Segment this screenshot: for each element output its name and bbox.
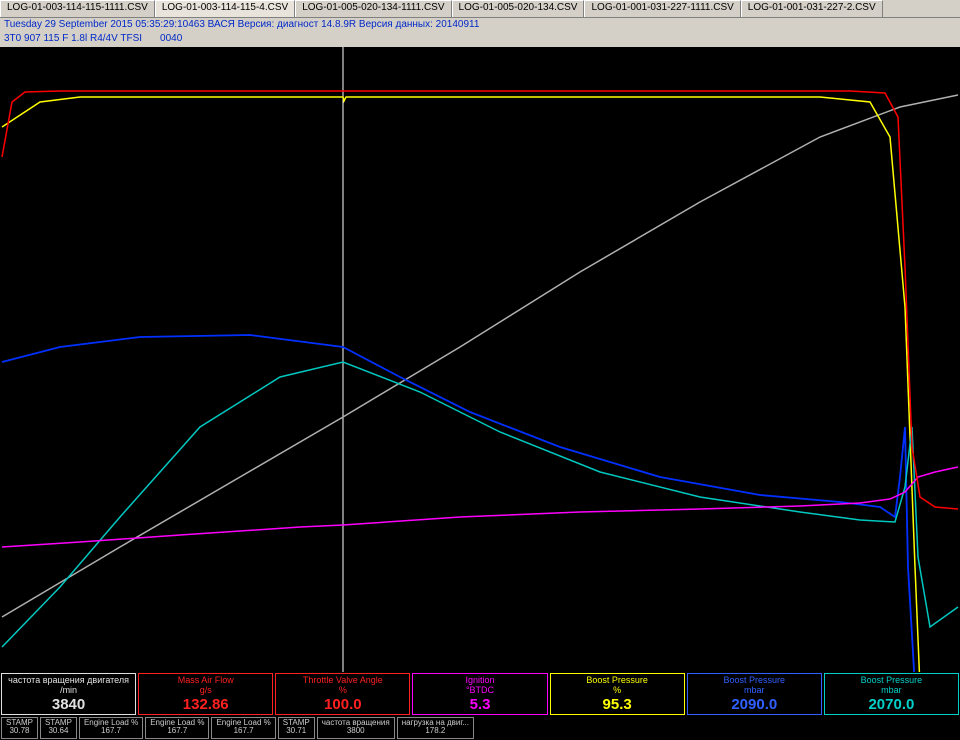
stamp-3: Engine Load %167.7 <box>145 717 209 739</box>
stamp-value: 30.64 <box>45 727 72 735</box>
readout-unit: mbar <box>688 686 821 696</box>
readout-unit: g/s <box>139 686 272 696</box>
readout-value: 132.86 <box>139 697 272 714</box>
stamp-5: STAMP30.71 <box>278 717 315 739</box>
stamp-value: 167.7 <box>150 727 204 735</box>
tab-5[interactable]: LOG-01-001-031-227-2.CSV <box>741 0 883 17</box>
info-line-2: 3T0 907 115 F 1.8l R4/4V TFSI 0040 <box>0 33 960 47</box>
readout-value: 100.0 <box>276 697 409 714</box>
readout-6: Boost Pressurembar2070.0 <box>824 673 959 715</box>
stamp-7: нагрузка на двиг...178.2 <box>397 717 474 739</box>
tab-bar: LOG-01-003-114-115-1111.CSVLOG-01-003-11… <box>0 0 960 18</box>
readout-bar: частота вращения двигателя/min3840Mass A… <box>0 672 960 716</box>
readout-1: Mass Air Flowg/s132.86 <box>138 673 273 715</box>
info-text-2a: 3T0 907 115 F 1.8l R4/4V TFSI <box>4 33 142 47</box>
stamp-2: Engine Load %167.7 <box>79 717 143 739</box>
stamp-value: 178.2 <box>402 727 469 735</box>
tab-0[interactable]: LOG-01-003-114-115-1111.CSV <box>0 0 155 17</box>
tab-2[interactable]: LOG-01-005-020-134-1111.CSV <box>295 0 451 17</box>
info-text-1: Tuesday 29 September 2015 05:35:29:10463… <box>4 19 479 32</box>
stamp-bar: STAMP30.78STAMP30.64Engine Load %167.7En… <box>0 716 960 740</box>
info-line-1: Tuesday 29 September 2015 05:35:29:10463… <box>0 18 960 33</box>
readout-value: 2070.0 <box>825 697 958 714</box>
readout-value: 3840 <box>2 697 135 714</box>
readout-0: частота вращения двигателя/min3840 <box>1 673 136 715</box>
readout-5: Boost Pressurembar2090.0 <box>687 673 822 715</box>
chart-area[interactable] <box>0 47 960 672</box>
stamp-4: Engine Load %167.7 <box>211 717 275 739</box>
tab-1[interactable]: LOG-01-003-114-115-4.CSV <box>155 0 295 17</box>
stamp-value: 30.78 <box>6 727 33 735</box>
readout-3: Ignition°BTDC5.3 <box>412 673 547 715</box>
info-text-2b: 0040 <box>160 33 182 47</box>
stamp-value: 167.7 <box>84 727 138 735</box>
readout-value: 2090.0 <box>688 697 821 714</box>
readout-value: 95.3 <box>551 697 684 714</box>
stamp-0: STAMP30.78 <box>1 717 38 739</box>
readout-unit: °BTDC <box>413 686 546 696</box>
tab-3[interactable]: LOG-01-005-020-134.CSV <box>452 0 585 17</box>
readout-2: Throttle Valve Angle%100.0 <box>275 673 410 715</box>
readout-4: Boost Pressure%95.3 <box>550 673 685 715</box>
readout-unit: % <box>276 686 409 696</box>
chart-svg <box>0 47 960 672</box>
stamp-6: частота вращения3800 <box>317 717 395 739</box>
stamp-1: STAMP30.64 <box>40 717 77 739</box>
stamp-value: 30.71 <box>283 727 310 735</box>
readout-unit: % <box>551 686 684 696</box>
tab-4[interactable]: LOG-01-001-031-227-1111.CSV <box>584 0 740 17</box>
readout-value: 5.3 <box>413 697 546 714</box>
stamp-value: 3800 <box>322 727 390 735</box>
readout-unit: /min <box>2 686 135 696</box>
stamp-value: 167.7 <box>216 727 270 735</box>
readout-unit: mbar <box>825 686 958 696</box>
